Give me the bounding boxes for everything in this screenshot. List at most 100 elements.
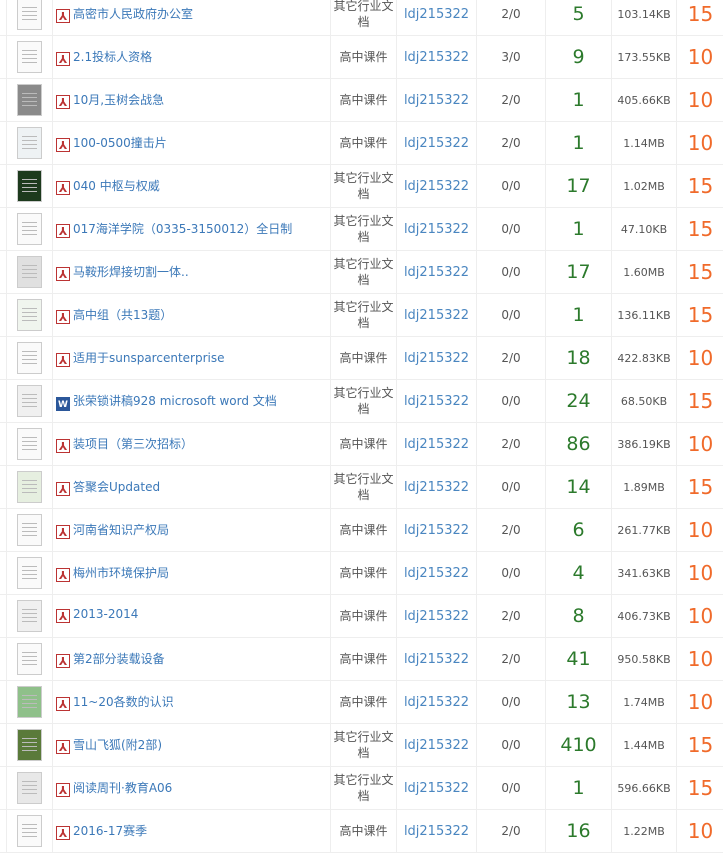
- uploader-link[interactable]: ldj215322: [403, 479, 470, 495]
- document-title-link[interactable]: 张荣锁讲稿928 microsoft word 文档: [73, 394, 277, 408]
- document-title-link[interactable]: 适用于sunsparcenterprise: [73, 351, 225, 365]
- document-thumbnail[interactable]: [17, 342, 42, 374]
- uploader-link[interactable]: ldj215322: [403, 264, 470, 280]
- document-thumbnail[interactable]: [17, 600, 42, 632]
- document-title-link[interactable]: 高密市人民政府办公室: [73, 7, 194, 21]
- document-thumbnail[interactable]: [17, 815, 42, 847]
- word-file-icon: W: [56, 397, 70, 411]
- title-cell: ⅄ 适用于sunsparcenterprise: [52, 336, 331, 380]
- category: 高中课件: [330, 508, 397, 552]
- title-cell: ⅄ 040 中枢与权威: [52, 164, 331, 208]
- pdf-file-icon: ⅄: [56, 609, 70, 623]
- document-title-link[interactable]: 11~20各数的认识: [73, 695, 174, 709]
- document-title-link[interactable]: 阅读周刊·教育A06: [73, 781, 173, 795]
- document-thumbnail[interactable]: [17, 385, 42, 417]
- uploader-link[interactable]: ldj215322: [403, 49, 470, 65]
- thumbnail-cell: [6, 0, 53, 36]
- uploader-link[interactable]: ldj215322: [403, 608, 470, 624]
- uploader-link[interactable]: ldj215322: [403, 307, 470, 323]
- page-count: 4: [572, 562, 585, 584]
- ratio: 0/0: [476, 551, 546, 595]
- uploader-link[interactable]: ldj215322: [403, 694, 470, 710]
- row-spacer: [0, 723, 7, 767]
- uploader-link[interactable]: ldj215322: [403, 221, 470, 237]
- file-size: 422.83KB: [617, 352, 671, 365]
- page-count: 86: [566, 433, 591, 455]
- document-thumbnail[interactable]: [17, 0, 42, 30]
- document-thumbnail[interactable]: [17, 557, 42, 589]
- uploader-link[interactable]: ldj215322: [403, 436, 470, 452]
- thumbnail-cell: [6, 293, 53, 337]
- document-thumbnail[interactable]: [17, 729, 42, 761]
- uploader-link[interactable]: ldj215322: [403, 350, 470, 366]
- document-thumbnail[interactable]: [17, 84, 42, 116]
- document-title-link[interactable]: 答聚会Updated: [73, 480, 161, 494]
- category: 高中课件: [330, 551, 397, 595]
- document-thumbnail[interactable]: [17, 514, 42, 546]
- title-cell: ⅄ 雪山飞狐(附2部): [52, 723, 331, 767]
- ratio: 0/0: [476, 250, 546, 294]
- pdf-file-icon: ⅄: [56, 439, 70, 453]
- document-title-link[interactable]: 017海洋学院（0335-3150012）全日制: [73, 222, 293, 236]
- category: 高中课件: [330, 78, 397, 122]
- document-title-link[interactable]: 梅州市环境保护局: [73, 566, 170, 580]
- document-thumbnail[interactable]: [17, 127, 42, 159]
- document-thumbnail[interactable]: [17, 471, 42, 503]
- uploader-link[interactable]: ldj215322: [403, 135, 470, 151]
- pdf-file-icon: ⅄: [56, 181, 70, 195]
- document-title-link[interactable]: 高中组（共13题）: [73, 308, 173, 322]
- row-spacer: [0, 422, 7, 466]
- uploader-link[interactable]: ldj215322: [403, 92, 470, 108]
- uploader-link[interactable]: ldj215322: [403, 823, 470, 839]
- uploader-link[interactable]: ldj215322: [403, 651, 470, 667]
- category: 其它行业文档: [330, 465, 397, 509]
- category: 其它行业文档: [330, 293, 397, 337]
- uploader-link[interactable]: ldj215322: [403, 522, 470, 538]
- title-cell: ⅄ 答聚会Updated: [52, 465, 331, 509]
- document-title-link[interactable]: 100-0500撞击片: [73, 136, 167, 150]
- document-title-link[interactable]: 2016-17赛季: [73, 824, 148, 838]
- file-size: 1.74MB: [623, 696, 665, 709]
- uploader-link[interactable]: ldj215322: [403, 565, 470, 581]
- document-title-link[interactable]: 2.1投标人资格: [73, 50, 153, 64]
- document-title-link[interactable]: 10月,玉树会战急: [73, 93, 165, 107]
- points: 15: [687, 303, 714, 327]
- uploader-link[interactable]: ldj215322: [403, 6, 470, 22]
- table-row: W 张荣锁讲稿928 microsoft word 文档 其它行业文档 ldj21…: [0, 379, 723, 423]
- document-thumbnail[interactable]: [17, 213, 42, 245]
- document-title-link[interactable]: 马鞍形焊接切割一体..: [73, 265, 189, 279]
- document-title-link[interactable]: 雪山飞狐(附2部): [73, 738, 162, 752]
- ratio: 2/0: [476, 336, 546, 380]
- document-thumbnail[interactable]: [17, 643, 42, 675]
- document-title-link[interactable]: 装项目（第三次招标）: [73, 437, 194, 451]
- document-thumbnail[interactable]: [17, 772, 42, 804]
- pdf-file-icon: ⅄: [56, 138, 70, 152]
- points: 10: [687, 45, 714, 69]
- category: 其它行业文档: [330, 766, 397, 810]
- uploader-link[interactable]: ldj215322: [403, 393, 470, 409]
- document-title-link[interactable]: 040 中枢与权威: [73, 179, 160, 193]
- document-thumbnail[interactable]: [17, 428, 42, 460]
- uploader-link[interactable]: ldj215322: [403, 780, 470, 796]
- thumbnail-cell: [6, 809, 53, 853]
- points: 15: [687, 475, 714, 499]
- points: 15: [687, 217, 714, 241]
- document-thumbnail[interactable]: [17, 299, 42, 331]
- document-thumbnail[interactable]: [17, 41, 42, 73]
- pdf-file-icon: ⅄: [56, 9, 70, 23]
- document-title-link[interactable]: 第2部分装载设备: [73, 652, 165, 666]
- document-thumbnail[interactable]: [17, 686, 42, 718]
- uploader-link[interactable]: ldj215322: [403, 178, 470, 194]
- category: 其它行业文档: [330, 250, 397, 294]
- document-title-link[interactable]: 2013-2014: [73, 607, 139, 621]
- document-thumbnail[interactable]: [17, 170, 42, 202]
- table-row: ⅄ 2.1投标人资格 高中课件 ldj215322 3/0 9 173.55KB …: [0, 35, 723, 79]
- row-spacer: [0, 594, 7, 638]
- document-thumbnail[interactable]: [17, 256, 42, 288]
- points: 10: [687, 819, 714, 843]
- thumbnail-cell: [6, 637, 53, 681]
- ratio: 2/0: [476, 121, 546, 165]
- uploader-link[interactable]: ldj215322: [403, 737, 470, 753]
- document-title-link[interactable]: 河南省知识产权局: [73, 523, 170, 537]
